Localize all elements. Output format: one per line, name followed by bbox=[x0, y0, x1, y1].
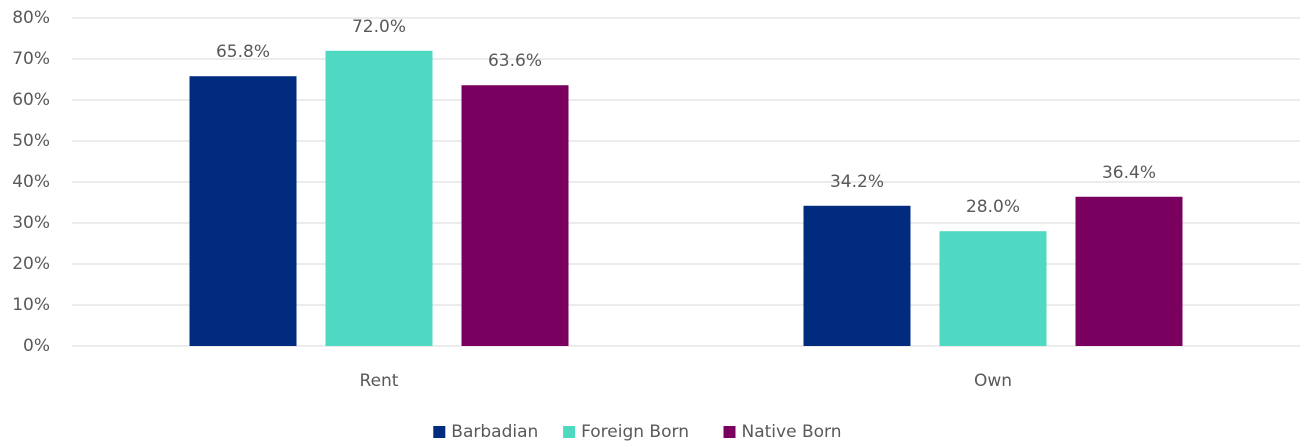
legend-swatch bbox=[723, 426, 736, 438]
y-tick-label: 0% bbox=[23, 336, 50, 356]
bar bbox=[939, 231, 1047, 346]
data-label: 34.2% bbox=[830, 172, 884, 192]
legend-swatch bbox=[433, 426, 446, 438]
data-label: 72.0% bbox=[352, 17, 406, 37]
y-tick-label: 50% bbox=[12, 131, 50, 151]
legend-label: Native Born bbox=[742, 422, 842, 442]
bar bbox=[461, 85, 569, 347]
data-label: 65.8% bbox=[216, 42, 270, 62]
legend-swatch bbox=[563, 426, 576, 438]
bar bbox=[1075, 196, 1183, 346]
y-tick-label: 70% bbox=[12, 49, 50, 69]
y-tick-label: 10% bbox=[12, 295, 50, 315]
y-tick-label: 40% bbox=[12, 172, 50, 192]
bar bbox=[803, 205, 911, 346]
x-tick-label: Rent bbox=[360, 371, 399, 391]
data-label: 36.4% bbox=[1102, 163, 1156, 183]
data-label: 28.0% bbox=[966, 197, 1020, 217]
y-tick-label: 60% bbox=[12, 90, 50, 110]
bar bbox=[325, 50, 433, 347]
y-tick-label: 80% bbox=[12, 8, 50, 28]
data-label: 63.6% bbox=[488, 51, 542, 71]
legend-label: Foreign Born bbox=[581, 422, 689, 442]
y-tick-label: 20% bbox=[12, 254, 50, 274]
y-tick-label: 30% bbox=[12, 213, 50, 233]
bar bbox=[189, 76, 297, 346]
x-tick-label: Own bbox=[974, 371, 1012, 391]
legend-label: Barbadian bbox=[451, 422, 538, 442]
